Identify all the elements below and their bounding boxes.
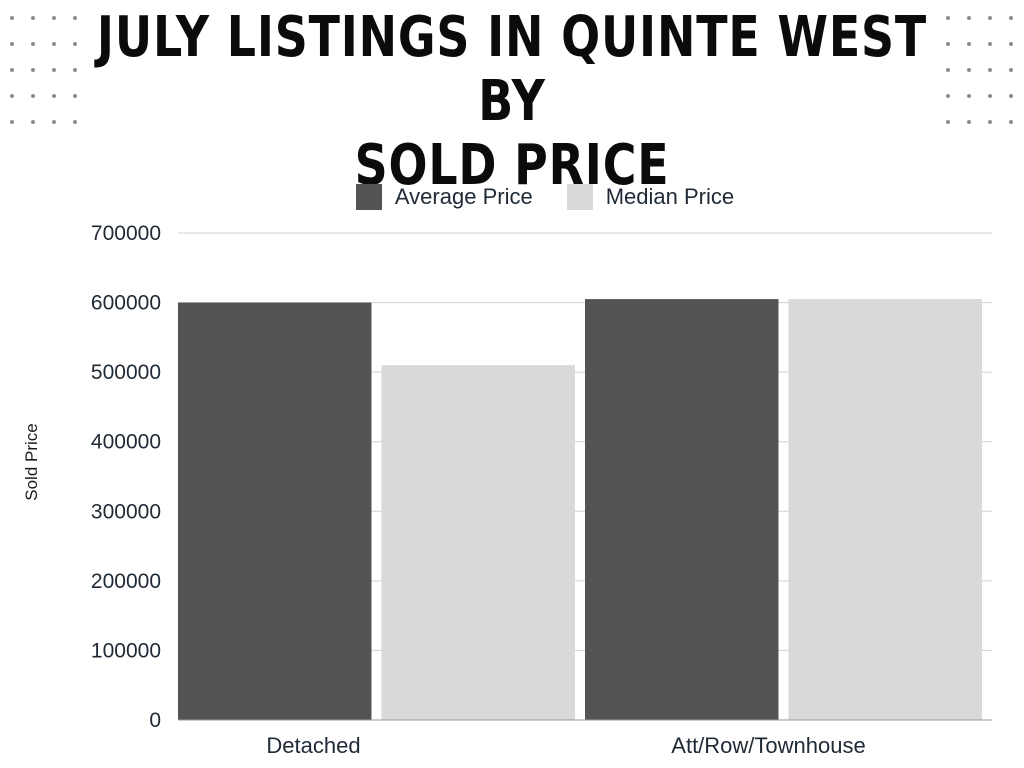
decorative-dot xyxy=(946,68,950,72)
x-category-label: Detached xyxy=(266,733,360,758)
decorative-dot xyxy=(52,120,56,124)
y-tick-label: 600000 xyxy=(91,292,161,315)
decorative-dot xyxy=(967,16,971,20)
bar-median-price-detached xyxy=(381,365,575,720)
decorative-dot-grid-right xyxy=(946,16,1013,124)
decorative-dot xyxy=(967,94,971,98)
decorative-dot xyxy=(946,42,950,46)
decorative-dot-grid-left xyxy=(10,16,77,124)
decorative-dot xyxy=(988,120,992,124)
legend-swatch-median-price xyxy=(566,184,593,210)
decorative-dot xyxy=(1009,42,1013,46)
decorative-dot xyxy=(988,42,992,46)
decorative-dot xyxy=(946,16,950,20)
decorative-dot xyxy=(10,42,14,46)
legend-item-median-price: Median Price xyxy=(566,184,735,210)
chart-title: JULY LISTINGS IN QUINTE WEST BY SOLD PRI… xyxy=(92,6,932,198)
decorative-dot xyxy=(52,68,56,72)
chart-legend: Average Price Median Price xyxy=(0,184,1024,210)
y-tick-label: 400000 xyxy=(91,431,161,454)
y-tick-label: 200000 xyxy=(91,570,161,593)
decorative-dot xyxy=(988,68,992,72)
decorative-dot xyxy=(10,68,14,72)
decorative-dot xyxy=(73,94,77,98)
legend-label-average-price: Average Price xyxy=(394,184,533,209)
decorative-dot xyxy=(31,94,35,98)
decorative-dot xyxy=(73,120,77,124)
decorative-dot xyxy=(967,68,971,72)
y-tick-label: 700000 xyxy=(91,222,161,245)
decorative-dot xyxy=(52,94,56,98)
y-tick-label: 100000 xyxy=(91,639,161,662)
decorative-dot xyxy=(31,120,35,124)
decorative-dot xyxy=(1009,120,1013,124)
decorative-dot xyxy=(31,16,35,20)
legend-swatch-average-price xyxy=(355,184,382,210)
y-tick-label: 500000 xyxy=(91,361,161,384)
chart-title-line-1: JULY LISTINGS IN QUINTE WEST BY xyxy=(96,5,928,134)
decorative-dot xyxy=(31,68,35,72)
legend-item-average-price: Average Price xyxy=(355,184,533,210)
decorative-dot xyxy=(967,42,971,46)
decorative-dot xyxy=(946,94,950,98)
decorative-dot xyxy=(10,120,14,124)
decorative-dot xyxy=(1009,94,1013,98)
decorative-dot xyxy=(10,94,14,98)
y-tick-label: 300000 xyxy=(91,500,161,523)
decorative-dot xyxy=(946,120,950,124)
decorative-dot xyxy=(988,16,992,20)
decorative-dot xyxy=(31,42,35,46)
x-category-label: Att/Row/Townhouse xyxy=(671,733,865,758)
bar-average-price-att-row-townhouse xyxy=(585,299,779,720)
bar-average-price-detached xyxy=(178,302,372,720)
legend-label-median-price: Median Price xyxy=(605,184,735,209)
y-tick-label: 0 xyxy=(149,709,161,732)
decorative-dot xyxy=(1009,68,1013,72)
decorative-dot xyxy=(52,42,56,46)
decorative-dot xyxy=(10,16,14,20)
decorative-dot xyxy=(73,16,77,20)
decorative-dot xyxy=(73,42,77,46)
bar-median-price-att-row-townhouse xyxy=(788,299,982,720)
decorative-dot xyxy=(73,68,77,72)
decorative-dot xyxy=(52,16,56,20)
chart-title-line-2: SOLD PRICE xyxy=(354,133,670,198)
decorative-dot xyxy=(1009,16,1013,20)
decorative-dot xyxy=(988,94,992,98)
decorative-dot xyxy=(967,120,971,124)
